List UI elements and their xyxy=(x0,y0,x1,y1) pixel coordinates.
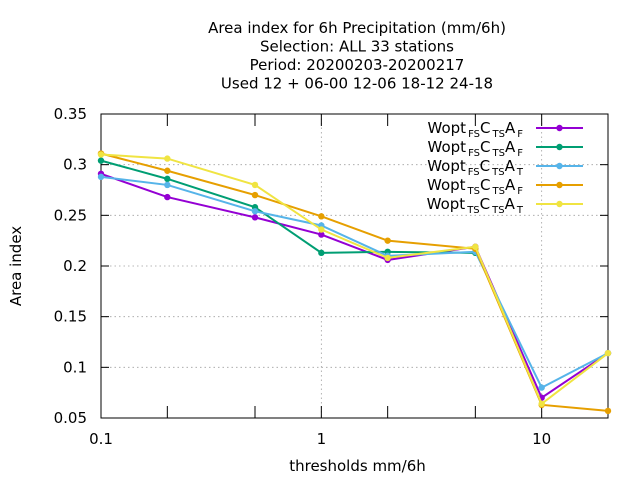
y-tick-label: 0.1 xyxy=(63,358,87,376)
data-point xyxy=(164,193,171,201)
y-tick-label: 0.35 xyxy=(54,105,87,123)
data-point xyxy=(318,231,325,238)
data-point xyxy=(97,157,105,164)
axis-ticks: 0.050.10.150.20.250.30.350.1 1 10 xyxy=(54,105,608,448)
series-line xyxy=(100,175,609,389)
series-1 xyxy=(97,170,612,401)
title-line: Area index for 6h Precipitation (mm/6h) xyxy=(208,19,506,37)
data-point xyxy=(251,208,259,215)
data-point xyxy=(164,181,171,189)
data-point xyxy=(538,400,545,408)
data-point xyxy=(318,249,325,257)
legend-label: Wopt FSC TSA F xyxy=(428,119,524,140)
x-tick-label: 0.1 xyxy=(89,430,113,448)
y-tick-label: 0.2 xyxy=(63,257,87,275)
data-point xyxy=(384,237,391,244)
x-axis-label: thresholds mm/6h xyxy=(289,457,426,475)
legend-label: Wopt TSC TSA T xyxy=(427,195,524,216)
series-line xyxy=(100,172,609,400)
legend-marker xyxy=(556,143,563,151)
legend-label: Wopt TSC TSA F xyxy=(427,176,523,197)
data-point xyxy=(164,175,171,183)
data-point xyxy=(384,254,391,262)
legend-item: Wopt FSC TSA F xyxy=(428,119,583,140)
series-3 xyxy=(97,173,612,391)
data-point xyxy=(251,214,259,221)
legend-item: Wopt FSC TSA T xyxy=(427,157,583,178)
y-tick-label: 0.25 xyxy=(54,206,87,224)
legend-item: Wopt FSC TSA F xyxy=(428,138,583,159)
data-point xyxy=(251,191,259,199)
title-line: Used 12 + 06-00 12-06 18-12 24-18 xyxy=(221,75,493,93)
data-point xyxy=(604,349,612,357)
series-line xyxy=(100,159,476,254)
data-point xyxy=(318,226,325,233)
data-point xyxy=(97,173,105,181)
legend-marker xyxy=(556,124,563,132)
series-lines xyxy=(97,150,612,415)
series-line xyxy=(100,153,609,406)
legend-label: Wopt FSC TSA F xyxy=(428,138,524,159)
chart-title: Area index for 6h Precipitation (mm/6h)S… xyxy=(208,19,506,93)
y-tick-label: 0.15 xyxy=(54,308,87,326)
series-5 xyxy=(97,151,612,408)
data-point xyxy=(604,407,612,415)
data-point xyxy=(164,155,171,162)
data-point xyxy=(251,181,259,189)
legend-marker xyxy=(556,200,563,208)
series-line xyxy=(100,152,609,412)
legend-item: Wopt TSC TSA T xyxy=(427,195,583,216)
data-point xyxy=(318,213,325,220)
y-tick-label: 0.3 xyxy=(63,156,87,174)
grid xyxy=(101,114,608,418)
legend-label: Wopt FSC TSA T xyxy=(427,157,524,178)
y-axis-label: Area index xyxy=(7,226,25,306)
data-point xyxy=(472,243,479,250)
title-line: Period: 20200203-20200217 xyxy=(250,56,465,74)
data-point xyxy=(538,384,545,391)
legend-item: Wopt TSC TSA F xyxy=(427,176,583,197)
data-point xyxy=(164,167,171,174)
x-tick-label: 1 xyxy=(317,430,327,448)
x-tick-label: 10 xyxy=(532,430,551,448)
title-line: Selection: ALL 33 stations xyxy=(260,38,454,56)
legend-marker xyxy=(556,162,563,170)
data-point xyxy=(97,151,105,158)
legend-marker xyxy=(556,181,563,189)
y-tick-label: 0.05 xyxy=(54,409,87,427)
